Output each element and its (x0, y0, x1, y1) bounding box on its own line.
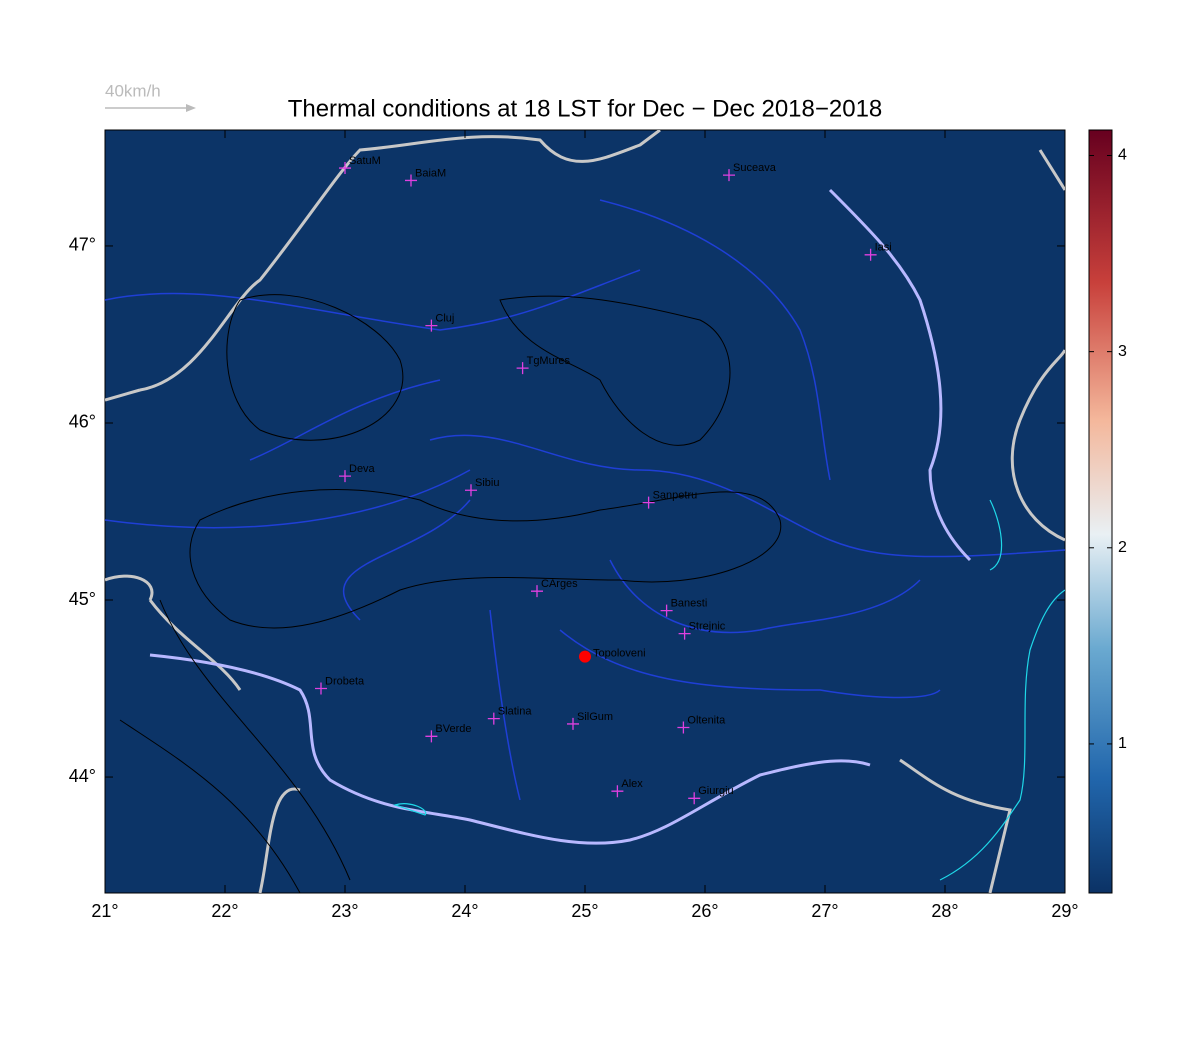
x-tick-label: 26° (691, 901, 718, 921)
colorbar-tick-label: 4 (1118, 147, 1127, 164)
colorbar-tick-label: 1 (1118, 735, 1127, 752)
city-marker (405, 174, 417, 187)
y-tick-label: 45° (69, 589, 96, 609)
city-label: Sibiu (475, 477, 499, 489)
x-tick-label: 27° (811, 901, 838, 921)
city-label: TgMures (527, 355, 571, 367)
city-label: Oltenita (687, 714, 726, 726)
colorbar-tick-label: 3 (1118, 343, 1127, 360)
city-label: BVerde (435, 723, 471, 735)
x-tick-label: 21° (91, 901, 118, 921)
y-tick-label: 44° (69, 766, 96, 786)
city-marker (642, 496, 655, 509)
x-tick-label: 25° (571, 901, 598, 921)
colorbar (1088, 129, 1113, 894)
country-border (105, 130, 1065, 893)
city-label: Cluj (435, 313, 454, 325)
map-area (104, 129, 1066, 894)
x-tick-label: 29° (1051, 901, 1078, 921)
x-tick-label: 22° (211, 901, 238, 921)
city-label: SatuM (349, 155, 381, 167)
colorbar-ticks: 1 2 3 4 (1089, 147, 1127, 752)
city-label: Deva (349, 463, 376, 475)
city-marker (315, 682, 327, 695)
city-marker (567, 717, 579, 730)
lakes-coast (393, 499, 1065, 881)
x-tick-label: 28° (931, 901, 958, 921)
axis-ticks: 21° 22° 23° 24° 25° 26° 27° 28° 29° 44° 45° 46° 47° (69, 130, 1079, 921)
scale-label: 40km/h (105, 81, 161, 100)
cities: SatuM BaiaM Suceava Iasi Cluj TgMures Deva Sibi… (315, 155, 892, 805)
city-marker (516, 362, 529, 375)
city-label: Banesti (671, 598, 708, 610)
city-label: Iasi (875, 242, 892, 254)
city-marker (611, 785, 624, 798)
city-marker (864, 248, 877, 261)
city-marker (531, 585, 543, 598)
site-marker (579, 650, 591, 663)
map-title: Thermal conditions at 18 LST for Dec − D… (288, 95, 883, 122)
y-tick-label: 47° (69, 235, 96, 255)
city-marker (723, 169, 735, 182)
city-label: Suceava (733, 162, 777, 174)
city-label: Giurgiu (698, 785, 733, 797)
city-label: BaiaM (415, 167, 446, 179)
terrain-contours (119, 294, 782, 893)
city-marker (678, 627, 691, 640)
city-label: SilGum (577, 711, 613, 723)
city-marker (677, 721, 690, 734)
city-label: Drobeta (325, 675, 365, 687)
city-marker (487, 712, 500, 725)
city-marker (660, 604, 673, 617)
city-marker (425, 319, 438, 332)
x-tick-label: 23° (331, 901, 358, 921)
city-marker (688, 792, 701, 805)
city-marker (465, 484, 477, 497)
city-label: CArges (541, 578, 578, 590)
scale-arrow (105, 104, 196, 112)
city-label: Alex (621, 778, 643, 790)
city-label: Sanpetru (653, 490, 698, 502)
y-tick-label: 46° (69, 412, 96, 432)
map-layers (105, 130, 1065, 893)
colorbar-tick-label: 2 (1118, 539, 1127, 556)
city-marker (339, 470, 351, 483)
city-marker (425, 730, 438, 743)
site-label: Topoloveni (593, 648, 646, 660)
x-tick-label: 24° (451, 901, 478, 921)
danube-prut-border (149, 188, 972, 845)
city-label: Strejnic (689, 621, 726, 633)
city-label: Slatina (498, 706, 533, 718)
city-marker (339, 162, 351, 175)
rivers (105, 199, 1065, 801)
